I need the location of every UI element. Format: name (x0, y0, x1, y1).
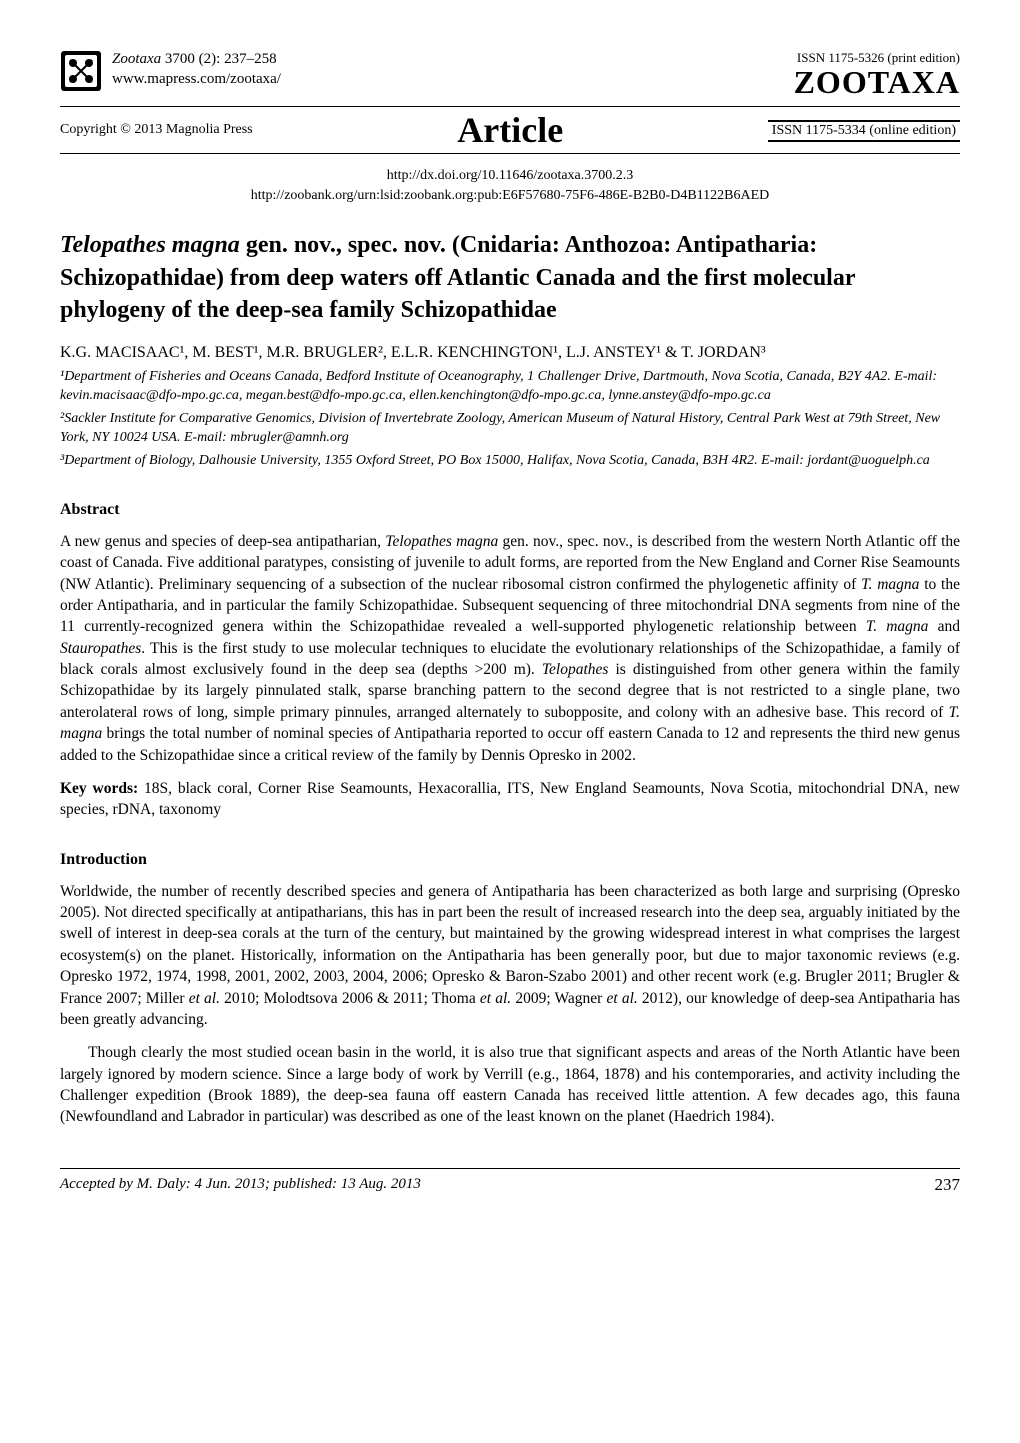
zootaxa-logo: ZOOTAXA (794, 66, 960, 98)
zoobank-url: http://zoobank.org/urn:lsid:zoobank.org:… (60, 186, 960, 206)
intro-paragraph-1: Worldwide, the number of recently descri… (60, 881, 960, 1031)
affiliation-1: ¹Department of Fisheries and Oceans Cana… (60, 368, 960, 406)
journal-header: Zootaxa 3700 (2): 237–258 www.mapress.co… (60, 50, 960, 98)
page-number: 237 (935, 1175, 961, 1195)
affiliation-2: ²Sackler Institute for Comparative Genom… (60, 410, 960, 448)
article-label: Article (427, 109, 593, 151)
journal-url: www.mapress.com/zootaxa/ (112, 70, 281, 90)
doi-url: http://dx.doi.org/10.11646/zootaxa.3700.… (60, 166, 960, 186)
keywords-label: Key words: (60, 780, 138, 797)
intro-paragraph-2: Though clearly the most studied ocean ba… (60, 1042, 960, 1128)
journal-issue: Zootaxa 3700 (2): 237–258 (112, 50, 281, 70)
keywords: Key words: 18S, black coral, Corner Rise… (60, 778, 960, 821)
journal-info: Zootaxa 3700 (2): 237–258 www.mapress.co… (112, 50, 281, 89)
copyright-text: Copyright © 2013 Magnolia Press (60, 122, 253, 138)
header-right: ISSN 1175-5326 (print edition) ZOOTAXA (794, 50, 960, 98)
title-species: Telopathes magna (60, 232, 240, 258)
article-title: Telopathes magna gen. nov., spec. nov. (… (60, 229, 960, 326)
copyright-row: Copyright © 2013 Magnolia Press Article … (60, 106, 960, 154)
abstract-text: A new genus and species of deep-sea anti… (60, 531, 960, 766)
page-footer: Accepted by M. Daly: 4 Jun. 2013; publis… (60, 1168, 960, 1195)
introduction-heading: Introduction (60, 851, 960, 869)
affiliation-3: ³Department of Biology, Dalhousie Univer… (60, 452, 960, 471)
keywords-text: 18S, black coral, Corner Rise Seamounts,… (60, 780, 960, 818)
authors-list: K.G. MACISAAC¹, M. BEST¹, M.R. BRUGLER²,… (60, 344, 960, 362)
journal-logo-icon (60, 50, 102, 92)
abstract-heading: Abstract (60, 501, 960, 519)
issn-online: ISSN 1175-5334 (online edition) (768, 120, 960, 142)
header-left: Zootaxa 3700 (2): 237–258 www.mapress.co… (60, 50, 281, 92)
doi-block: http://dx.doi.org/10.11646/zootaxa.3700.… (60, 166, 960, 205)
accepted-date: Accepted by M. Daly: 4 Jun. 2013; publis… (60, 1176, 421, 1193)
